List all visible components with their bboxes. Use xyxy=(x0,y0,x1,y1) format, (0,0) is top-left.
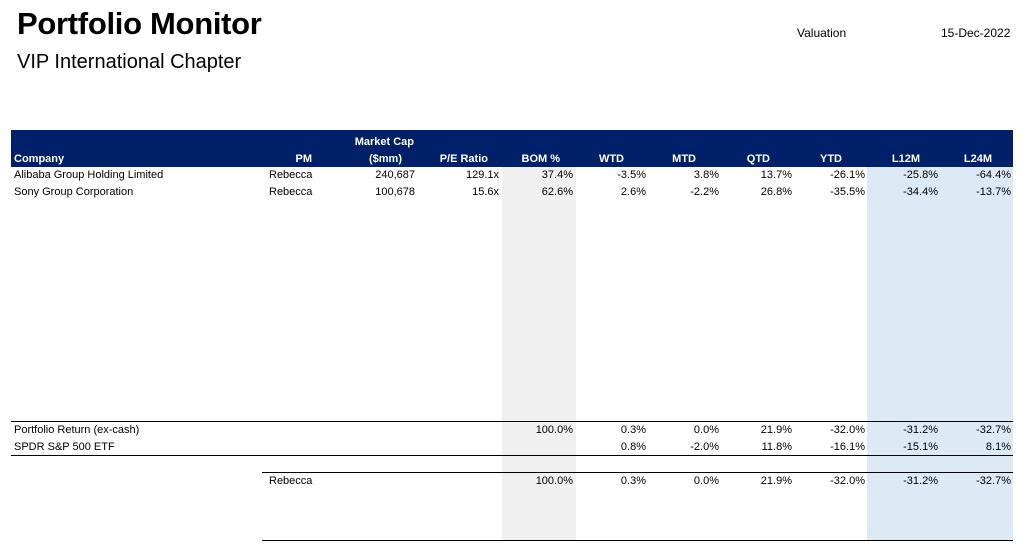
cell-pm-mtd[interactable]: 0.0% xyxy=(693,475,719,487)
cell-pm-l12m[interactable]: -31.2% xyxy=(903,475,938,487)
cell-summary-wtd[interactable]: 0.3% xyxy=(620,424,646,436)
cell-summary-wtd[interactable]: 0.8% xyxy=(620,441,646,453)
column-header-l24m[interactable]: L24M xyxy=(963,153,992,165)
valuation-date: 15-Dec-2022 xyxy=(941,26,1011,40)
cell-qtd[interactable]: 13.7% xyxy=(760,169,792,181)
cell-pm[interactable]: Rebecca xyxy=(269,169,313,181)
summary-bottom-border xyxy=(11,455,1013,456)
cell-summary-ytd[interactable]: -16.1% xyxy=(830,441,865,453)
cell-wtd[interactable]: -3.5% xyxy=(617,169,646,181)
summary-top-border xyxy=(11,421,1013,422)
cell-bom[interactable]: 37.4% xyxy=(541,169,573,181)
pm-summary-top-border xyxy=(262,472,1013,473)
trailing-return-band xyxy=(867,167,1013,541)
cell-summary-l24m[interactable]: 8.1% xyxy=(985,441,1011,453)
table-header-bar xyxy=(11,130,1013,167)
cell-summary-label[interactable]: SPDR S&P 500 ETF xyxy=(14,441,115,453)
cell-bom[interactable]: 62.6% xyxy=(541,186,573,198)
page-subtitle: VIP International Chapter xyxy=(17,51,242,73)
cell-summary-l12m[interactable]: -15.1% xyxy=(903,441,938,453)
column-header-ytd[interactable]: YTD xyxy=(820,153,842,165)
column-header-wtd[interactable]: WTD xyxy=(598,153,624,165)
cell-summary-l24m[interactable]: -32.7% xyxy=(976,424,1011,436)
page-title: Portfolio Monitor xyxy=(17,6,262,41)
cell-pe-ratio[interactable]: 129.1x xyxy=(465,169,499,181)
cell-summary-l12m[interactable]: -31.2% xyxy=(903,424,938,436)
cell-l12m[interactable]: -25.8% xyxy=(903,169,938,181)
cell-market-cap[interactable]: 100,678 xyxy=(375,186,415,198)
cell-summary-qtd[interactable]: 11.8% xyxy=(761,441,792,453)
column-header-bom[interactable]: BOM % xyxy=(521,153,561,165)
cell-pm[interactable]: Rebecca xyxy=(269,186,313,198)
column-header-pm[interactable]: PM xyxy=(295,153,313,165)
cell-summary-mtd[interactable]: -2.0% xyxy=(690,441,719,453)
column-header-company[interactable]: Company xyxy=(14,153,65,165)
cell-pm-ytd[interactable]: -32.0% xyxy=(830,475,865,487)
cell-company[interactable]: Alibaba Group Holding Limited xyxy=(14,169,164,181)
column-header-market-cap-unit[interactable]: ($mm) xyxy=(368,153,402,165)
cell-l12m[interactable]: -34.4% xyxy=(903,186,938,198)
cell-market-cap[interactable]: 240,687 xyxy=(375,169,415,181)
cell-pm-qtd[interactable]: 21.9% xyxy=(760,475,792,487)
cell-ytd[interactable]: -35.5% xyxy=(830,186,865,198)
valuation-label: Valuation xyxy=(797,26,847,40)
cell-pm-name[interactable]: Rebecca xyxy=(269,475,313,487)
cell-l24m[interactable]: -13.7% xyxy=(976,186,1011,198)
column-header-mtd[interactable]: MTD xyxy=(672,153,696,165)
cell-mtd[interactable]: 3.8% xyxy=(693,169,719,181)
cell-mtd[interactable]: -2.2% xyxy=(690,186,719,198)
cell-ytd[interactable]: -26.1% xyxy=(830,169,865,181)
cell-summary-bom[interactable]: 100.0% xyxy=(535,424,573,436)
cell-summary-qtd[interactable]: 21.9% xyxy=(760,424,792,436)
column-header-pe-ratio[interactable]: P/E Ratio xyxy=(439,153,488,165)
cell-pm-l24m[interactable]: -32.7% xyxy=(976,475,1011,487)
cell-l24m[interactable]: -64.4% xyxy=(976,169,1011,181)
cell-summary-label[interactable]: Portfolio Return (ex-cash) xyxy=(14,424,140,436)
cell-company[interactable]: Sony Group Corporation xyxy=(14,186,134,198)
column-header-qtd[interactable]: QTD xyxy=(746,153,770,165)
cell-summary-ytd[interactable]: -32.0% xyxy=(830,424,865,436)
column-header-l12m[interactable]: L12M xyxy=(891,153,920,165)
cell-qtd[interactable]: 26.8% xyxy=(760,186,792,198)
cell-summary-mtd[interactable]: 0.0% xyxy=(693,424,719,436)
cell-pm-bom[interactable]: 100.0% xyxy=(535,475,573,487)
column-header-market-cap[interactable]: Market Cap xyxy=(354,136,414,148)
cell-wtd[interactable]: 2.6% xyxy=(620,186,646,198)
pm-summary-bottom-border xyxy=(262,540,1013,541)
cell-pm-wtd[interactable]: 0.3% xyxy=(620,475,646,487)
cell-pe-ratio[interactable]: 15.6x xyxy=(472,186,499,198)
bom-column-band xyxy=(502,167,576,541)
